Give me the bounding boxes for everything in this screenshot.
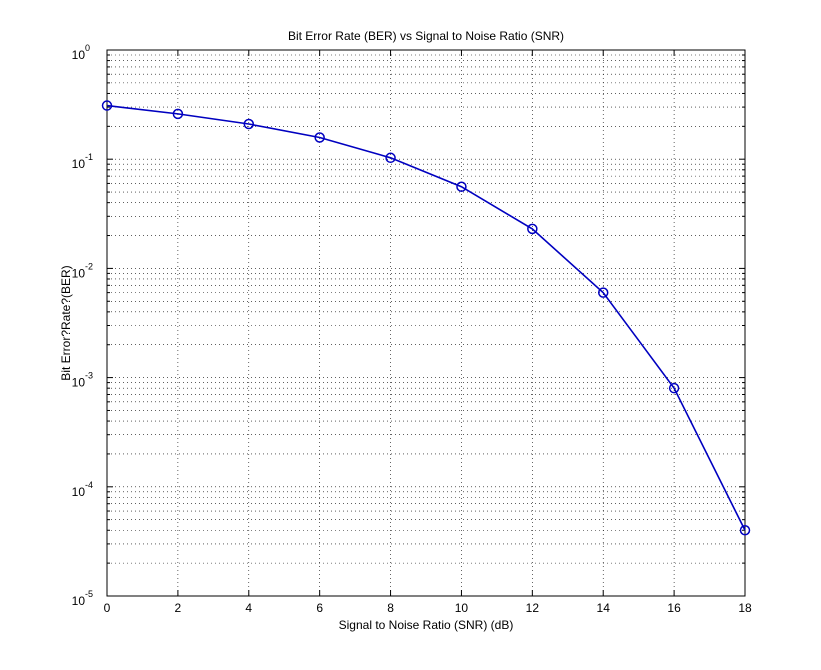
data-point-marker <box>385 152 396 164</box>
y-tick-label-exponent: 0 <box>85 43 90 53</box>
x-tick-label: 14 <box>597 601 611 615</box>
y-tick-label-base: 10 <box>72 266 86 280</box>
y-tick-label-base: 10 <box>72 376 86 390</box>
y-tick-label-base: 10 <box>72 594 86 608</box>
data-point-marker <box>456 181 467 192</box>
data-point-marker <box>668 382 680 394</box>
plot-area <box>107 50 745 596</box>
chart-title: Bit Error Rate (BER) vs Signal to Noise … <box>288 29 564 43</box>
x-tick-label: 18 <box>738 601 752 615</box>
y-axis-label: Bit Error?Rate?(BER) <box>59 265 73 380</box>
x-tick-label: 4 <box>245 601 252 615</box>
y-tick-label-base: 10 <box>72 157 86 171</box>
data-point-marker <box>314 132 325 143</box>
data-point-marker <box>739 525 751 536</box>
y-tick-label-exponent: -4 <box>85 480 93 490</box>
x-axis-label: Signal to Noise Ratio (SNR) (dB) <box>339 618 514 632</box>
y-tick-label-exponent: -2 <box>85 261 93 271</box>
data-point-marker <box>243 118 255 130</box>
x-tick-label: 2 <box>175 601 182 615</box>
plot-frame <box>106 49 746 597</box>
series-line <box>106 104 746 531</box>
x-tick-label: 0 <box>104 601 111 615</box>
y-tick-label-exponent: -1 <box>85 152 93 162</box>
x-tick-label: 6 <box>316 601 323 615</box>
data-point-marker <box>172 108 184 120</box>
y-tick-label-exponent: -5 <box>85 589 93 599</box>
data-point-marker <box>101 100 113 111</box>
x-tick-label: 8 <box>387 601 394 615</box>
y-tick-label-exponent: -3 <box>85 371 93 381</box>
series <box>101 100 751 536</box>
data-point-marker <box>597 287 609 298</box>
data-point-marker <box>527 223 538 235</box>
x-tick-label: 12 <box>526 601 540 615</box>
y-tick-label-base: 10 <box>72 485 86 499</box>
x-tick-label: 16 <box>667 601 681 615</box>
grid <box>107 50 745 596</box>
x-tick-label: 10 <box>455 601 469 615</box>
y-tick-label-base: 10 <box>72 48 86 62</box>
